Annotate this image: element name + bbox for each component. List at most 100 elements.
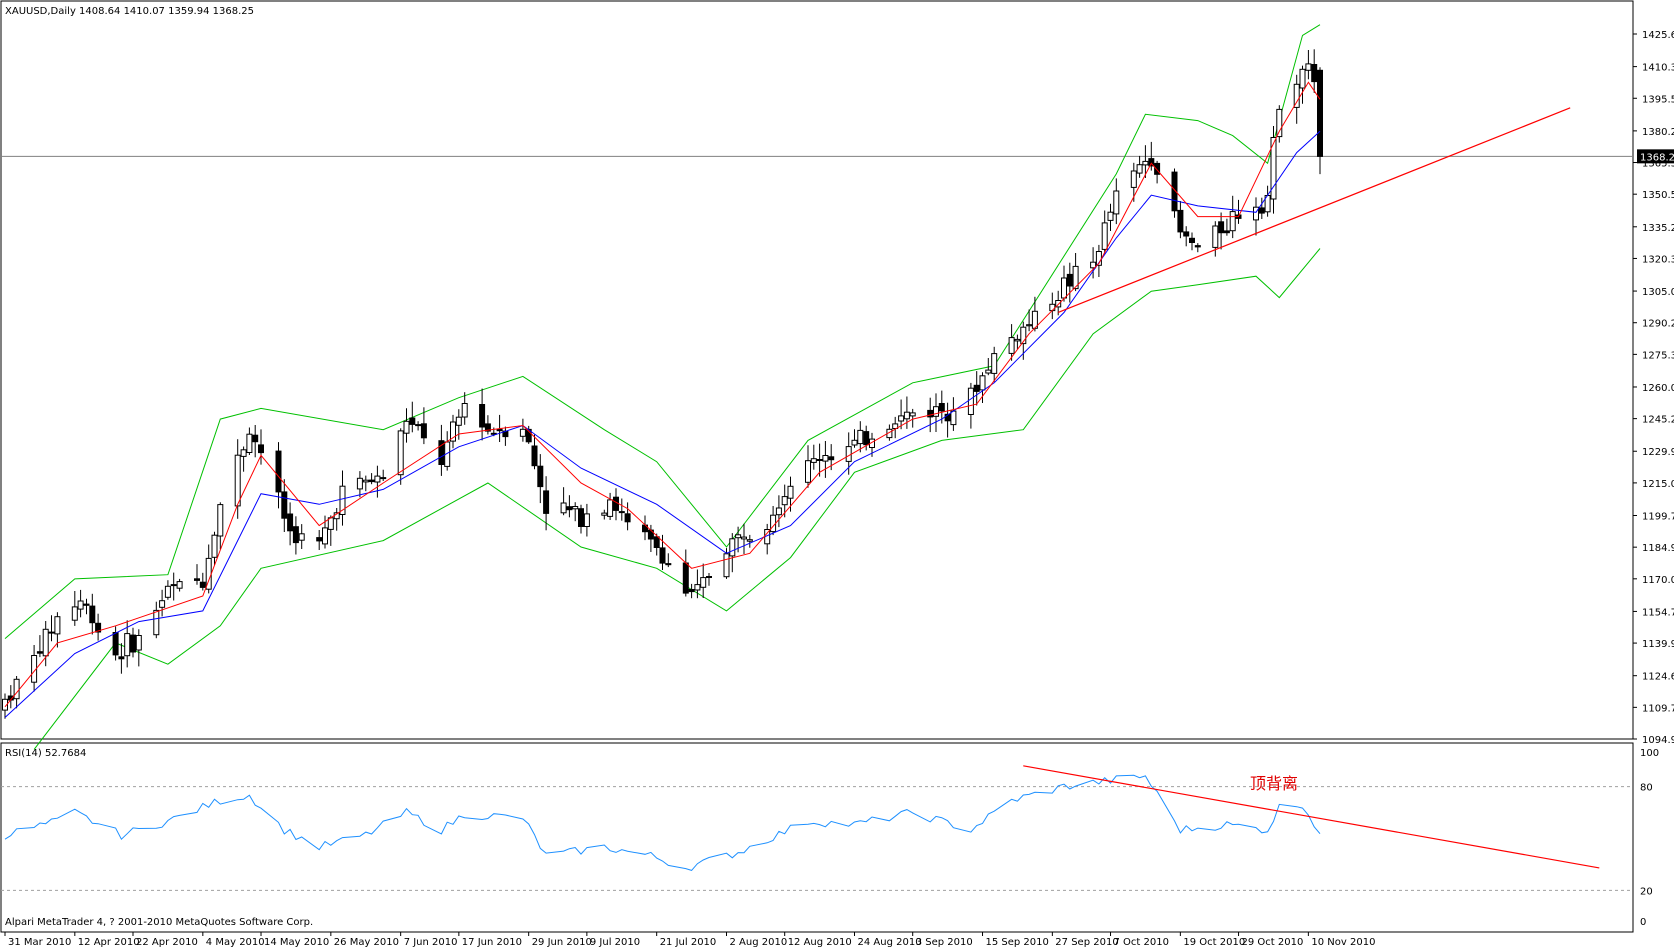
candle-body xyxy=(1229,211,1236,232)
price-y-axis: 1425.65 1410.35 1395.50 1380.20 1365.35 1350.… xyxy=(1633,30,1674,746)
candle xyxy=(944,402,951,438)
candle xyxy=(1317,67,1323,175)
candle-body xyxy=(560,502,567,514)
candle xyxy=(1293,74,1300,124)
y-tick-label: 1365.35 xyxy=(1642,159,1674,170)
candle-body xyxy=(583,513,590,528)
candle xyxy=(741,523,747,554)
candle-body xyxy=(950,410,957,426)
candle xyxy=(438,424,445,476)
candle xyxy=(933,393,939,432)
candle xyxy=(537,454,544,504)
candle-body xyxy=(618,511,625,514)
candle-body xyxy=(77,600,84,610)
price-panel[interactable] xyxy=(0,0,1634,740)
candle xyxy=(543,476,550,531)
candle-body xyxy=(1293,83,1300,108)
candle xyxy=(1171,168,1178,218)
candle-body xyxy=(543,490,550,514)
candle xyxy=(601,509,608,520)
candle-body xyxy=(845,446,852,462)
candle xyxy=(1212,221,1219,257)
candle-body xyxy=(659,547,666,564)
candle xyxy=(258,429,264,465)
candle xyxy=(1107,203,1114,231)
candle xyxy=(1253,197,1259,236)
ma-slow-line xyxy=(4,130,1321,718)
candle xyxy=(1136,155,1143,178)
candle xyxy=(560,487,567,516)
candle-body xyxy=(1317,69,1323,157)
candle xyxy=(1014,334,1021,349)
candle xyxy=(857,421,864,453)
candle xyxy=(938,390,945,424)
candle xyxy=(729,533,736,573)
candle-body xyxy=(688,589,695,593)
rsi-panel[interactable] xyxy=(0,742,1634,933)
candle-body xyxy=(805,460,811,483)
candle xyxy=(1072,253,1079,292)
candle-body xyxy=(1072,265,1079,290)
rsi-level-20: 20 xyxy=(1640,886,1653,897)
ma-fast-line xyxy=(4,81,1321,708)
candle-body xyxy=(810,458,817,463)
candle xyxy=(1066,262,1073,303)
candle-body xyxy=(170,584,177,587)
candle xyxy=(898,399,905,430)
candle xyxy=(217,502,224,550)
candle xyxy=(252,425,259,458)
candle xyxy=(810,444,817,470)
candle xyxy=(415,421,422,431)
candle xyxy=(135,629,142,667)
candle-body xyxy=(1258,207,1265,214)
candle-body xyxy=(490,432,497,435)
candle-body xyxy=(903,411,910,420)
candle xyxy=(607,492,614,520)
candle xyxy=(170,572,177,601)
candle-body xyxy=(938,403,945,412)
candle-body xyxy=(863,431,870,446)
candle xyxy=(700,563,707,598)
candle-body xyxy=(566,506,573,511)
candle-body xyxy=(42,628,49,657)
candle-body xyxy=(1253,206,1259,221)
candle xyxy=(124,620,131,668)
y-tick-label: 1410.35 xyxy=(1642,63,1674,74)
candle xyxy=(519,418,526,442)
candle-body xyxy=(653,536,660,548)
candle-body xyxy=(2,698,8,711)
candle xyxy=(95,613,102,641)
candle-body xyxy=(362,479,369,483)
candle-body xyxy=(1148,158,1155,167)
candle-body xyxy=(1090,261,1097,269)
candle-body xyxy=(892,423,899,429)
rsi-title: RSI(14) 52.7684 xyxy=(5,748,86,759)
candle-body xyxy=(275,450,282,493)
candle-body xyxy=(682,562,689,594)
x-tick-label: 12 Aug 2010 xyxy=(788,937,852,948)
candle-body xyxy=(973,384,980,392)
candle-body xyxy=(572,506,579,510)
candle-body xyxy=(1066,273,1073,287)
candle xyxy=(618,498,625,521)
candle xyxy=(979,372,986,403)
candle xyxy=(130,627,136,658)
x-tick-label: 19 Oct 2010 xyxy=(1183,937,1245,948)
current-price-tag: 1368.25 xyxy=(1637,149,1674,164)
candle xyxy=(380,469,387,481)
candle xyxy=(461,392,468,425)
candle xyxy=(450,414,456,449)
candle xyxy=(991,346,998,382)
candle-body xyxy=(420,423,427,439)
footer-copyright: Alpari MetaTrader 4, ? 2001-2010 MetaQuo… xyxy=(5,917,313,928)
rsi-series-layer xyxy=(1,765,1633,891)
candle xyxy=(118,643,125,674)
candle xyxy=(566,495,573,518)
candle-body xyxy=(1101,222,1108,250)
y-tick-label: 1229.90 xyxy=(1642,447,1674,458)
candle-body xyxy=(234,454,241,507)
candle xyxy=(164,580,171,600)
y-tick-label: 1199.75 xyxy=(1642,512,1674,523)
candle xyxy=(1008,324,1015,361)
